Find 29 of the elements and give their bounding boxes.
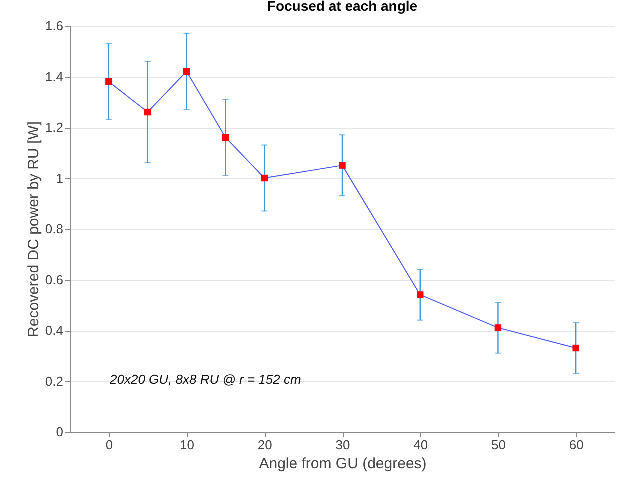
y-tick-label: 0.4: [45, 323, 64, 338]
x-tick-label: 50: [491, 438, 506, 452]
annotation: 20x20 GU, 8x8 RU @ r = 152 cm: [109, 372, 302, 387]
y-tick-label: 1: [56, 170, 64, 186]
point: [261, 174, 268, 182]
y-tick-label: 0.6: [45, 272, 64, 288]
x-tick-label: 60: [569, 438, 584, 452]
y-tick-label: 0.2: [45, 374, 64, 389]
y-tick-label: 0: [56, 424, 64, 440]
point: [494, 324, 502, 332]
y-tick-label: 1.6: [45, 18, 64, 34]
y-tick-label: 0.8: [45, 222, 64, 236]
y-axis-title: Recovered DC power by RU [W]: [25, 122, 42, 338]
y-tick-label: 1.2: [45, 120, 64, 135]
point: [144, 108, 152, 116]
x-tick-label: 0: [106, 438, 114, 452]
x-tick-label: 10: [180, 438, 195, 452]
x-axis-title: Angle from GU (degrees): [259, 456, 427, 472]
point: [572, 344, 580, 352]
point: [339, 162, 346, 169]
x-tick-label: 40: [414, 438, 428, 452]
y-tick-label: 1.4: [45, 69, 64, 84]
x-tick-label: 30: [336, 438, 350, 452]
point: [222, 134, 230, 142]
point: [106, 78, 112, 86]
chart-title: Focused at each angle: [267, 0, 418, 14]
point: [183, 68, 190, 76]
x-tick-label: 20: [258, 438, 272, 452]
point: [417, 292, 424, 298]
